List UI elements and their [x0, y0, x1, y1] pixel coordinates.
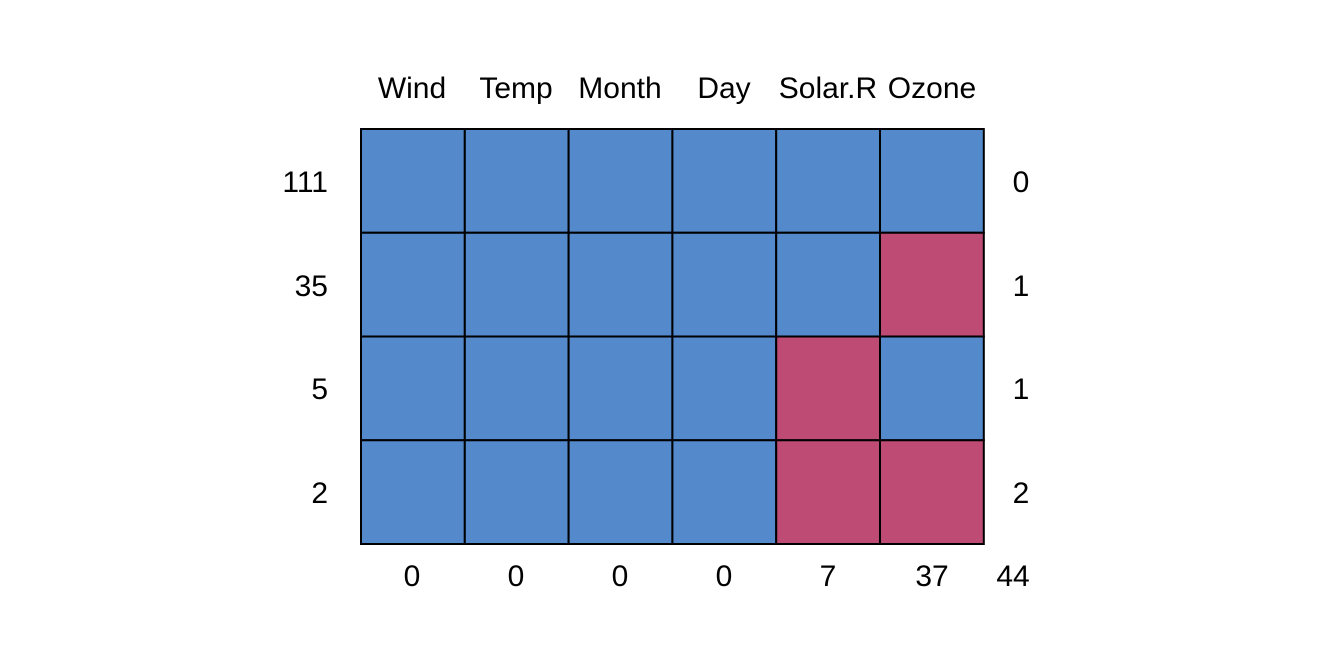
observed-cell — [567, 231, 674, 338]
column-header-wind: Wind — [378, 72, 446, 105]
observed-cell — [463, 128, 570, 234]
column-missing-label: 0 — [612, 560, 629, 593]
row-missing-label: 0 — [1013, 166, 1030, 199]
column-header-month: Month — [578, 72, 661, 105]
missing-cell — [775, 335, 882, 442]
missing-cell — [879, 231, 985, 338]
row-missing-labels: 0 1 1 2 — [1013, 166, 1030, 510]
observed-cell — [463, 335, 570, 442]
observed-cell — [671, 231, 778, 338]
observed-cell — [567, 439, 674, 545]
pattern-grid — [360, 128, 985, 545]
row-missing-label: 1 — [1013, 373, 1030, 406]
row-count-label: 111 — [282, 166, 328, 199]
observed-cell — [463, 231, 570, 338]
column-headers: Wind Temp Month Day Solar.R Ozone — [378, 72, 976, 105]
column-header-temp: Temp — [479, 72, 552, 105]
observed-cell — [775, 128, 882, 234]
observed-cell — [775, 231, 882, 338]
row-count-label: 35 — [295, 270, 328, 303]
row-count-labels: 111 35 5 2 — [282, 166, 328, 510]
observed-cell — [567, 128, 674, 234]
observed-cell — [360, 231, 466, 338]
row-missing-label: 1 — [1013, 270, 1030, 303]
column-missing-label: 0 — [716, 560, 733, 593]
column-missing-label: 7 — [820, 560, 837, 593]
observed-cell — [671, 128, 778, 234]
missing-cell — [775, 439, 882, 545]
observed-cell — [879, 128, 985, 234]
column-missing-labels: 0 0 0 0 7 37 44 — [404, 560, 1030, 593]
row-count-label: 2 — [311, 477, 328, 510]
column-header-ozone: Ozone — [888, 72, 976, 105]
row-count-label: 5 — [311, 373, 328, 406]
observed-cell — [671, 439, 778, 545]
missing-cell — [879, 439, 985, 545]
column-header-day: Day — [697, 72, 750, 105]
observed-cell — [567, 335, 674, 442]
row-missing-label: 2 — [1013, 477, 1030, 510]
total-missing-label: 44 — [996, 560, 1029, 593]
observed-cell — [671, 335, 778, 442]
column-missing-label: 0 — [404, 560, 421, 593]
observed-cell — [360, 335, 466, 442]
column-missing-label: 0 — [508, 560, 525, 593]
observed-cell — [360, 439, 466, 545]
observed-cell — [463, 439, 570, 545]
observed-cell — [879, 335, 985, 442]
observed-cell — [360, 128, 466, 234]
column-missing-label: 37 — [915, 560, 948, 593]
column-header-solar-r: Solar.R — [779, 72, 877, 105]
